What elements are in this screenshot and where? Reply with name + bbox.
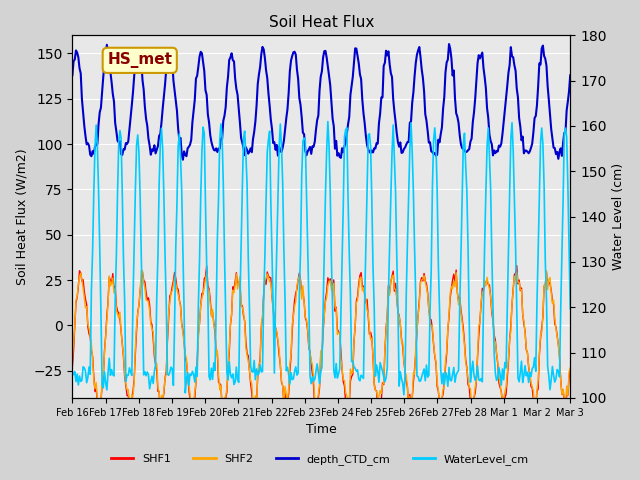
depth_CTD_cm (236, 120, 244, 125)
Title: Soil Heat Flux: Soil Heat Flux (269, 15, 374, 30)
SHF1 (547, 287, 555, 293)
WaterLevel_cm (291, 368, 298, 374)
SHF2 (237, 301, 245, 307)
SHF1 (479, 287, 487, 292)
depth_CTD_cm (292, 52, 300, 58)
SHF1 (85, 331, 93, 337)
WaterLevel_cm (85, 364, 93, 370)
SHF1 (157, 417, 164, 422)
WaterLevel_cm (324, 119, 332, 124)
Y-axis label: Soil Heat Flux (W/m2): Soil Heat Flux (W/m2) (15, 148, 28, 285)
Line: WaterLevel_cm: WaterLevel_cm (72, 121, 570, 395)
WaterLevel_cm (314, 370, 322, 375)
depth_CTD_cm (481, 74, 488, 80)
SHF1 (236, 279, 244, 285)
WaterLevel_cm (68, 369, 76, 374)
SHF2 (85, 325, 93, 331)
SHF1 (566, 366, 574, 372)
Y-axis label: Water Level (cm): Water Level (cm) (612, 163, 625, 270)
WaterLevel_cm (547, 376, 555, 382)
X-axis label: Time: Time (306, 423, 337, 436)
SHF2 (293, 283, 301, 288)
SHF2 (566, 365, 574, 371)
SHF1 (316, 385, 323, 391)
SHF2 (188, 411, 195, 417)
Line: SHF1: SHF1 (72, 265, 570, 420)
WaterLevel_cm (400, 392, 408, 397)
WaterLevel_cm (566, 306, 574, 312)
depth_CTD_cm (566, 72, 574, 78)
SHF2 (68, 355, 76, 360)
depth_CTD_cm (316, 87, 323, 93)
Line: SHF2: SHF2 (72, 270, 570, 414)
depth_CTD_cm (445, 41, 453, 47)
WaterLevel_cm (235, 380, 243, 385)
SHF2 (547, 290, 555, 296)
Legend: SHF1, SHF2, depth_CTD_cm, WaterLevel_cm: SHF1, SHF2, depth_CTD_cm, WaterLevel_cm (107, 450, 533, 469)
SHF2 (317, 348, 324, 354)
Text: HS_met: HS_met (108, 52, 172, 68)
SHF1 (513, 263, 520, 268)
depth_CTD_cm (68, 72, 76, 78)
SHF1 (292, 290, 300, 296)
SHF2 (138, 267, 145, 273)
SHF2 (481, 278, 488, 284)
depth_CTD_cm (179, 157, 187, 163)
WaterLevel_cm (481, 240, 488, 246)
Line: depth_CTD_cm: depth_CTD_cm (72, 44, 570, 160)
depth_CTD_cm (85, 143, 93, 149)
depth_CTD_cm (547, 126, 555, 132)
SHF1 (68, 364, 76, 370)
